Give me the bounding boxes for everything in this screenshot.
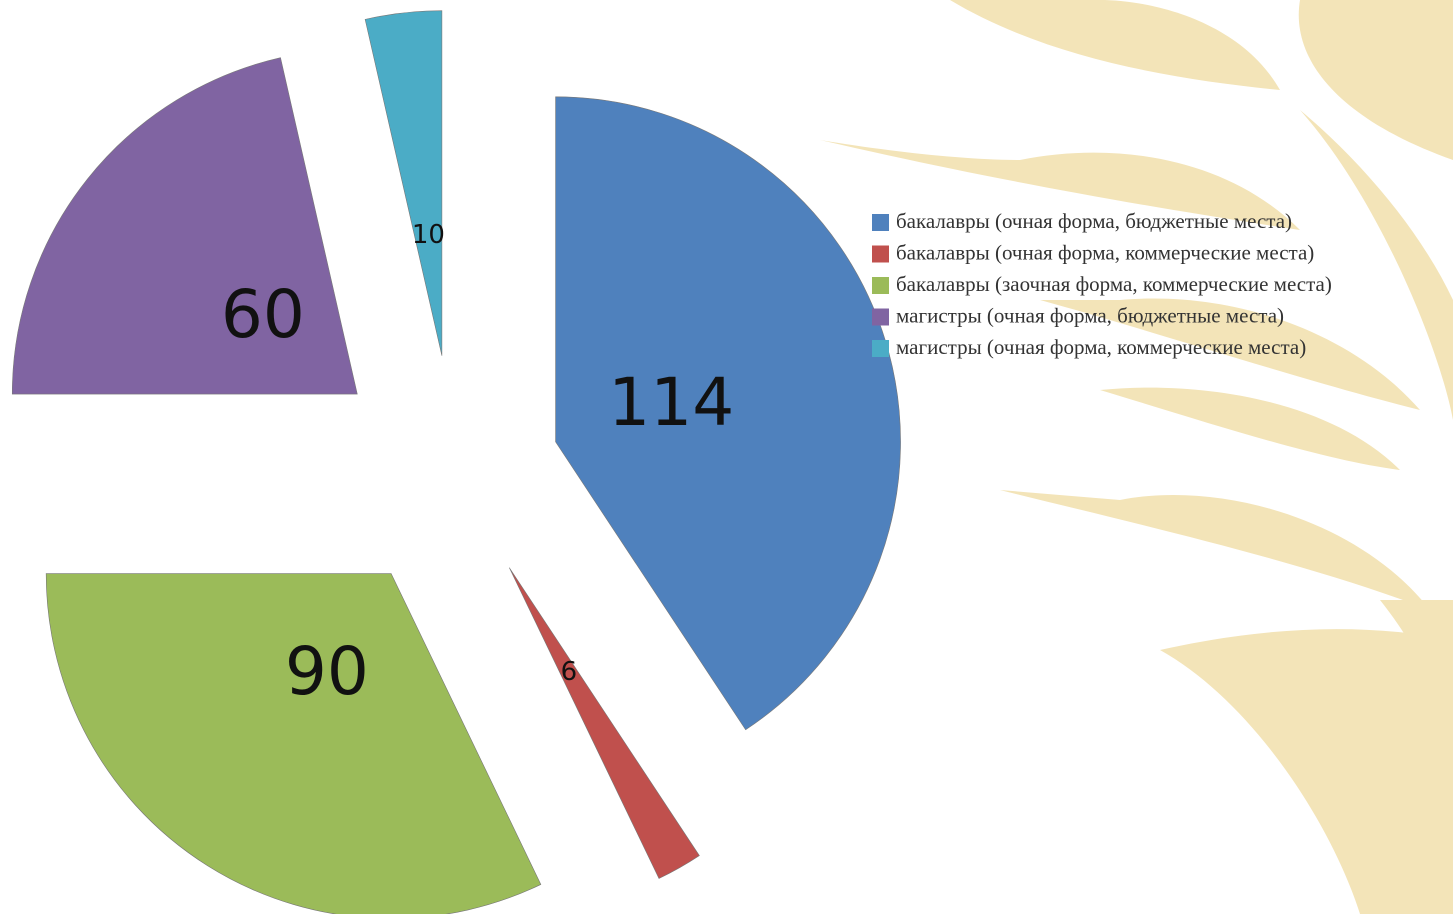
legend-swatch [872,277,889,294]
legend-label: магистры (очная форма, коммерческие мест… [896,335,1306,359]
legend-label: бакалавры (очная форма, коммерческие мес… [896,240,1314,264]
data-label: 90 [285,633,369,710]
legend-swatch [872,245,889,263]
legend-label: бакалавры (заочная форма, коммерческие м… [896,272,1332,296]
data-label: 114 [608,364,734,441]
data-label: 10 [412,220,445,250]
pie-slice [509,567,700,879]
legend-swatch [872,308,889,326]
background-leaves [820,0,1453,914]
pie-slice [11,57,358,395]
data-label: 6 [561,657,578,687]
legend-swatch [872,214,889,231]
legend-label: магистры (очная форма, бюджетные места) [896,303,1284,327]
legend: бакалавры (очная форма, бюджетные места)… [872,209,1332,359]
pie-slice [364,10,443,356]
legend-label: бакалавры (очная форма, бюджетные места) [896,209,1292,233]
legend-swatch [872,340,889,357]
pie-slice [45,573,542,914]
data-label: 60 [221,276,305,353]
